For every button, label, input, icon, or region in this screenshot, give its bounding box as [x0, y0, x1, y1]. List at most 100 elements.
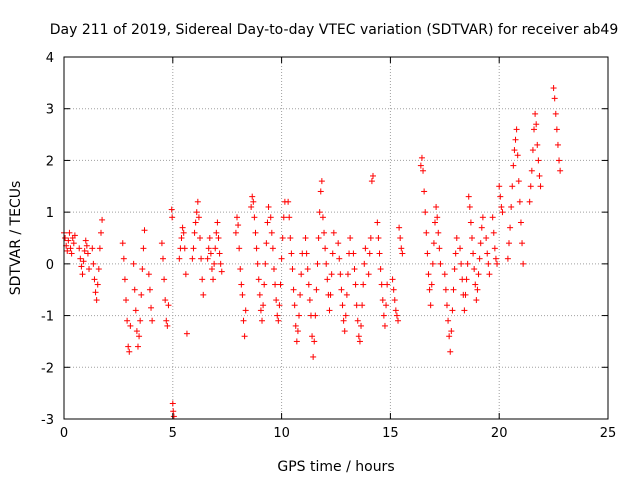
- data-point: [197, 235, 203, 241]
- data-point: [417, 162, 424, 169]
- data-point: [494, 260, 501, 267]
- data-point: [553, 126, 560, 133]
- data-point: [278, 255, 285, 262]
- data-point: [350, 250, 357, 257]
- data-point: [169, 214, 176, 221]
- data-point: [76, 245, 83, 252]
- data-point: [192, 219, 199, 226]
- data-point: [96, 245, 103, 252]
- data-point: [216, 250, 223, 257]
- data-point: [483, 235, 490, 241]
- data-point: [490, 229, 497, 236]
- data-point: [450, 286, 457, 293]
- data-point: [207, 250, 214, 257]
- data-point: [99, 216, 106, 223]
- data-point: [475, 271, 482, 278]
- data-point: [398, 245, 405, 252]
- data-point: [181, 245, 188, 252]
- data-point: [139, 266, 146, 273]
- data-point: [527, 183, 534, 190]
- data-point: [520, 260, 527, 267]
- data-point: [255, 276, 262, 283]
- data-point: [218, 268, 225, 275]
- data-point: [451, 266, 458, 273]
- data-point: [528, 167, 535, 174]
- data-point: [319, 214, 326, 221]
- data-point: [393, 312, 400, 319]
- x-tick-label: 15: [382, 426, 399, 441]
- data-point: [89, 245, 96, 252]
- data-point: [298, 271, 305, 278]
- data-point: [303, 250, 310, 257]
- data-point: [365, 271, 372, 278]
- data-point: [551, 95, 558, 102]
- data-point: [86, 266, 93, 273]
- data-point: [457, 245, 464, 252]
- data-point: [253, 245, 260, 252]
- data-point: [291, 302, 298, 309]
- data-point: [149, 317, 156, 324]
- data-point: [380, 312, 387, 319]
- data-point: [81, 247, 88, 254]
- data-point: [395, 317, 402, 324]
- data-point: [513, 126, 520, 133]
- data-point: [427, 302, 434, 309]
- data-point: [145, 271, 152, 278]
- plot-frame: [63, 56, 609, 420]
- data-point: [179, 224, 186, 231]
- data-point: [68, 250, 75, 257]
- data-point: [191, 229, 198, 236]
- data-point: [200, 291, 207, 298]
- data-point: [447, 348, 454, 355]
- data-point: [272, 281, 279, 288]
- data-point: [210, 276, 217, 283]
- data-point: [446, 333, 453, 340]
- data-point: [64, 247, 71, 254]
- data-point: [471, 266, 478, 273]
- data-point: [252, 229, 259, 236]
- x-axis-label: GPS time / hours: [277, 459, 394, 475]
- data-point: [533, 121, 540, 128]
- data-point: [305, 281, 312, 288]
- data-point: [496, 183, 503, 190]
- data-point: [366, 250, 373, 257]
- data-point: [213, 229, 220, 236]
- data-point: [391, 297, 398, 304]
- data-point: [274, 312, 281, 319]
- data-point: [164, 322, 171, 329]
- data-point: [160, 255, 167, 262]
- data-point: [138, 291, 145, 298]
- data-point: [425, 271, 432, 278]
- data-point: [314, 260, 321, 267]
- data-point: [265, 203, 272, 210]
- data-point: [436, 245, 443, 252]
- data-point: [374, 219, 381, 226]
- data-point: [120, 255, 127, 262]
- data-point: [354, 317, 361, 324]
- data-point: [338, 286, 345, 293]
- data-point: [280, 214, 287, 221]
- data-point: [342, 312, 349, 319]
- data-point: [479, 214, 486, 221]
- data-point: [466, 203, 473, 210]
- x-tick-label: 10: [273, 426, 290, 441]
- data-point: [70, 240, 77, 247]
- data-point: [339, 302, 346, 309]
- data-point: [467, 219, 474, 226]
- data-point: [211, 260, 218, 267]
- data-point: [302, 235, 309, 241]
- data-point: [240, 317, 247, 324]
- data-point: [121, 276, 128, 283]
- data-point: [238, 281, 245, 288]
- data-point: [311, 338, 318, 345]
- data-point: [486, 271, 493, 278]
- data-point: [341, 328, 348, 335]
- data-point: [256, 291, 263, 298]
- data-point: [263, 240, 270, 247]
- data-point: [330, 229, 337, 236]
- data-point: [557, 167, 564, 174]
- data-point: [250, 198, 257, 205]
- data-point: [178, 235, 185, 241]
- data-point: [287, 235, 294, 241]
- data-point: [556, 157, 563, 164]
